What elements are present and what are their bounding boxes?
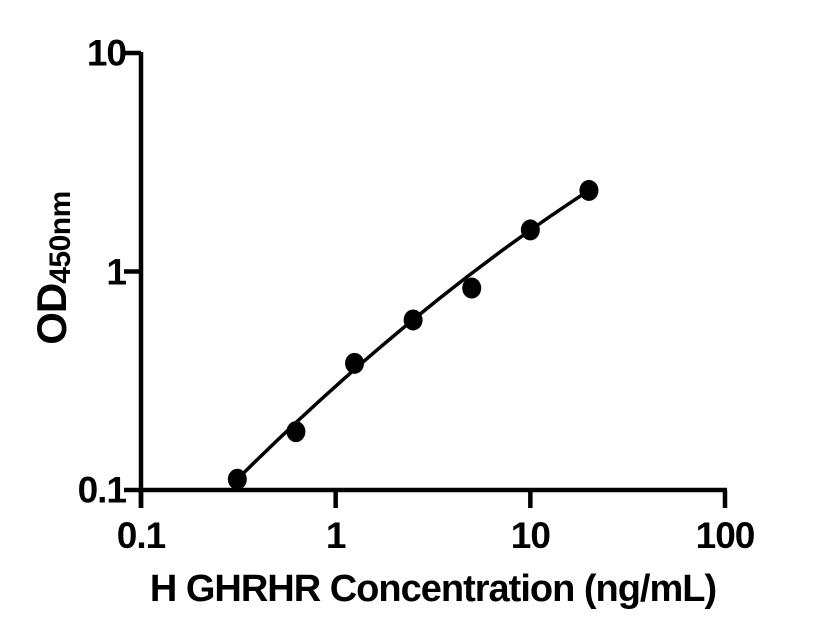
data-point [462,277,482,299]
data-point [227,468,247,490]
x-tick-label: 10 [510,515,551,556]
data-point [286,421,306,443]
y-tick-label: 1 [106,251,127,292]
y-axis-title-subscript: 450nm [44,191,77,284]
x-tick-label: 0.1 [116,515,166,556]
y-tick-label: 10 [86,32,127,74]
x-tick-label: 100 [695,515,756,556]
y-axis-title-main: OD [28,283,75,345]
data-point [520,219,540,241]
data-point [403,309,423,331]
x-tick-label: 1 [325,515,347,556]
y-tick-label: 0.1 [77,469,127,511]
x-axis-title: H GHRHR Concentration (ng/mL) [149,568,717,610]
data-point [345,352,365,374]
data-point [579,179,599,201]
y-axis-title: OD 450nm [28,191,77,345]
